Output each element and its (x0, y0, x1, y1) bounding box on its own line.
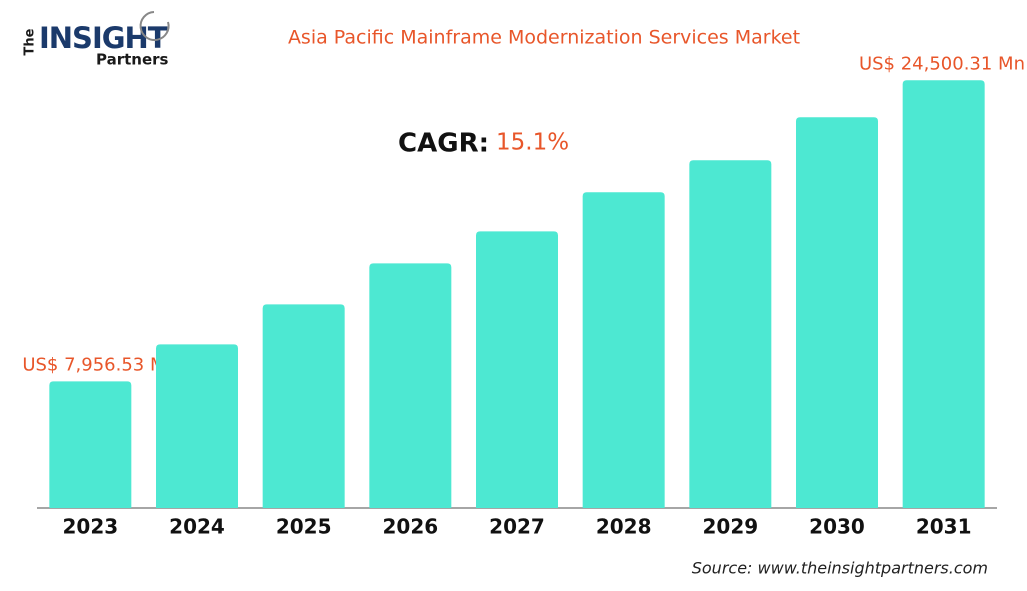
source: Source: www.theinsightpartners.com (692, 559, 988, 578)
x-tick-label: 2026 (382, 515, 438, 539)
x-tick-label: 2028 (596, 515, 652, 539)
cagr-value: 15.1% (496, 130, 569, 156)
bar (796, 117, 878, 508)
bar (902, 80, 985, 508)
bar (262, 304, 345, 508)
bar (369, 263, 452, 508)
x-tick-label: 2031 (916, 515, 972, 539)
value-label: US$ 7,956.53 Mn (22, 354, 177, 375)
bar (156, 344, 238, 508)
chart-title: Asia Pacific Mainframe Modernization Ser… (288, 27, 800, 49)
logo-arc (139, 11, 170, 41)
x-tick-label: 2030 (809, 515, 865, 539)
bar (689, 160, 772, 508)
x-tick-label: 2023 (62, 515, 118, 539)
value-label: US$ 24,500.31 Mn (859, 53, 1025, 74)
bar (476, 231, 558, 509)
bar (582, 192, 665, 509)
x-tick-label: 2029 (702, 515, 758, 539)
x-tick-label: 2027 (489, 515, 545, 539)
bar (49, 381, 132, 508)
x-tick-label: 2025 (276, 515, 332, 539)
logo-suffix: Partners (96, 51, 169, 69)
x-tick-label: 2024 (169, 515, 225, 539)
logo: The INSIGHT Partners (23, 11, 170, 69)
cagr-label: CAGR: (398, 129, 489, 159)
logo-prefix: The (23, 28, 38, 55)
